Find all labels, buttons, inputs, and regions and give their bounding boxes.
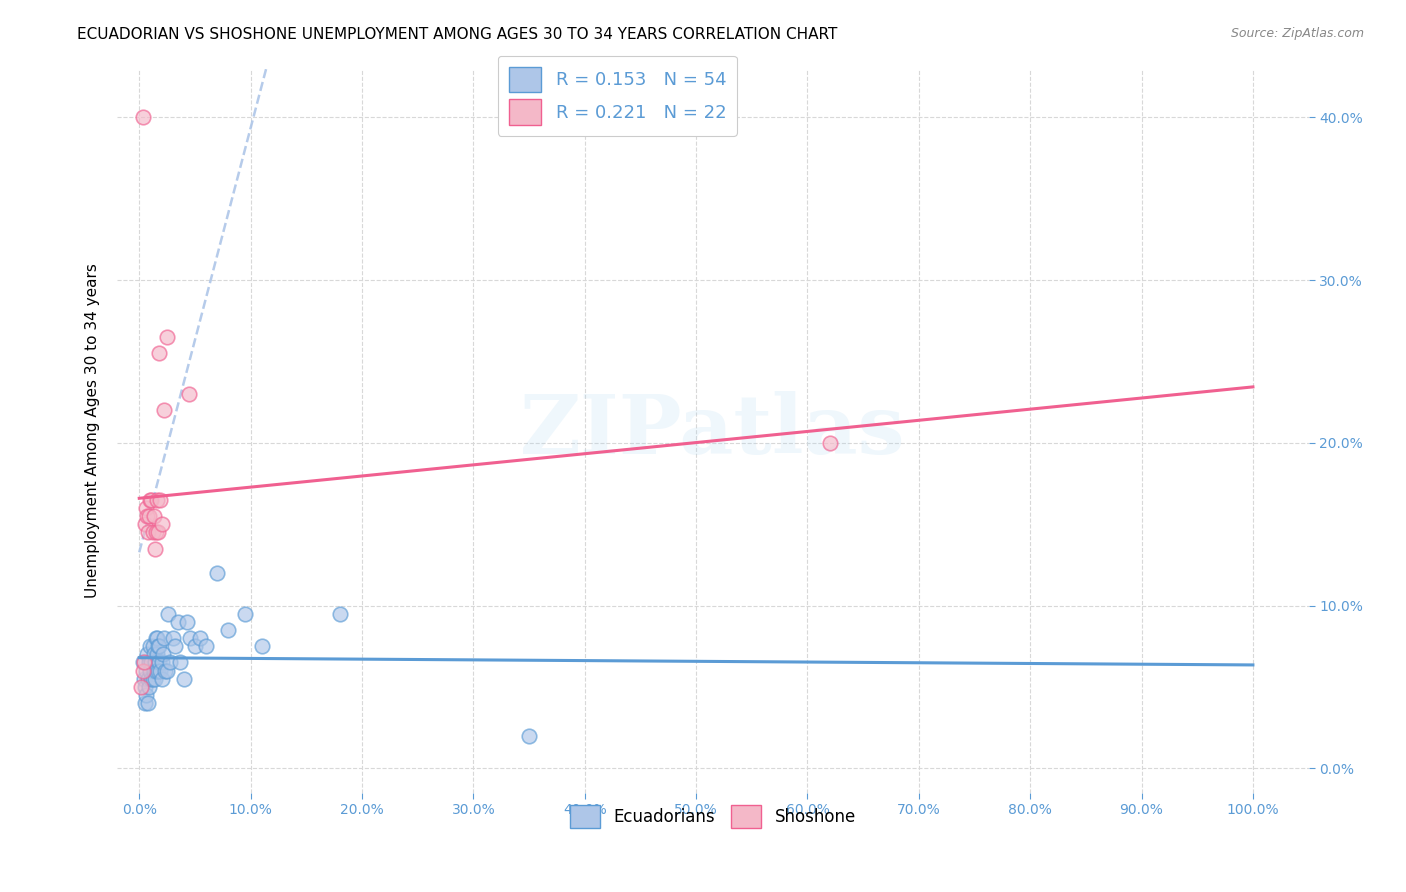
Point [179,631,201,645]
Point [138,508,160,523]
Point [156,664,179,678]
Point [152,403,174,417]
Point [233,607,256,621]
Point [153,664,176,678]
Point [139,664,162,678]
Point [141,672,163,686]
Point [195,639,218,653]
Point [145,664,167,678]
Text: Source: ZipAtlas.com: Source: ZipAtlas.com [1230,27,1364,40]
Point [142,664,165,678]
Y-axis label: Unemployment Among Ages 30 to 34 years: Unemployment Among Ages 30 to 34 years [86,263,100,598]
Text: ECUADORIAN VS SHOSHONE UNEMPLOYMENT AMONG AGES 30 TO 34 YEARS CORRELATION CHART: ECUADORIAN VS SHOSHONE UNEMPLOYMENT AMON… [77,27,838,42]
Point [146,492,169,507]
Point [517,729,540,743]
Point [136,696,159,710]
Point [131,111,153,125]
Point [136,648,159,662]
Point [135,688,157,702]
Point [184,639,207,653]
Point [149,492,172,507]
Point [142,672,165,686]
Point [142,525,165,540]
Point [148,346,170,360]
Point [190,631,212,645]
Point [131,656,153,670]
Point [143,656,166,670]
Point [146,648,169,662]
Legend: Ecuadorians, Shoshone: Ecuadorians, Shoshone [562,798,862,835]
Point [139,639,162,653]
Point [135,500,157,515]
Point [136,672,159,686]
Point [132,656,155,670]
Point [156,330,179,344]
Point [141,656,163,670]
Point [150,517,173,532]
Point [159,656,181,670]
Text: ZIPatlas: ZIPatlas [520,391,905,471]
Point [169,656,191,670]
Point [138,680,160,694]
Point [163,639,186,653]
Point [142,639,165,653]
Point [146,525,169,540]
Point [136,508,159,523]
Point [162,631,184,645]
Point [146,664,169,678]
Point [141,492,163,507]
Point [150,672,173,686]
Point [134,680,156,694]
Point [179,387,201,401]
Point [329,607,352,621]
Point [135,664,157,678]
Point [176,615,198,629]
Point [142,648,165,662]
Point [217,623,239,637]
Point [152,648,174,662]
Point [145,631,167,645]
Point [149,664,172,678]
Point [134,517,156,532]
Point [132,672,155,686]
Point [148,639,170,653]
Point [250,639,273,653]
Point [134,696,156,710]
Point [145,525,167,540]
Point [173,672,195,686]
Point [152,631,174,645]
Point [131,664,153,678]
Point [150,656,173,670]
Point [143,541,166,556]
Point [157,607,180,621]
Point [818,435,841,450]
Point [138,656,160,670]
Point [205,566,228,580]
Point [146,639,169,653]
Point [131,680,153,694]
Point [146,631,169,645]
Point [148,656,170,670]
Point [167,615,190,629]
Point [142,508,165,523]
Point [143,672,166,686]
Point [136,525,159,540]
Point [139,492,162,507]
